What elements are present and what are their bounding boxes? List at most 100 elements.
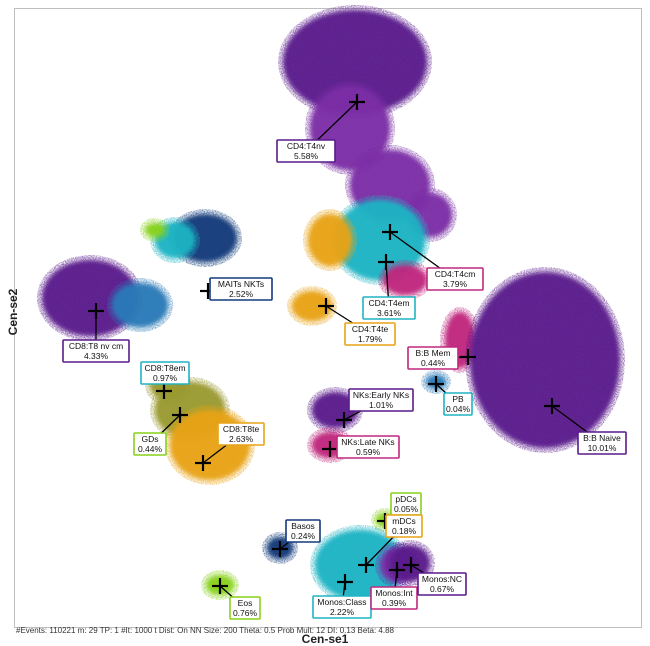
b-b-mem-label-box xyxy=(407,346,459,370)
b-b-naive-label-box xyxy=(577,431,627,455)
b-b-mem-centroid-marker xyxy=(460,349,476,365)
monos-nc-percent: 0.67% xyxy=(430,584,455,594)
cd8-t8-nv-cm-centroid-marker xyxy=(88,303,104,319)
monos-int-percent: 0.39% xyxy=(382,598,407,608)
pdcs-percent: 0.05% xyxy=(394,504,419,514)
cd4-t4em-centroid-marker xyxy=(378,254,394,270)
b-b-naive-name: B:B Naive xyxy=(583,433,621,443)
cd8-t8em-name: CD8:T8em xyxy=(144,363,185,373)
cd4-magenta-tip xyxy=(378,260,432,300)
mdcs-percent: 0.18% xyxy=(392,526,417,536)
monos-int-centroid-marker xyxy=(389,562,405,578)
cd4-naive-blob xyxy=(278,5,432,119)
cd4-t4te-centroid-marker xyxy=(318,298,334,314)
nks-early-nks-name: NKs:Early NKs xyxy=(353,390,409,400)
maits-nkts-name: MAITs NKTs xyxy=(218,279,264,289)
nks-early-nks-centroid-marker xyxy=(336,412,352,428)
mdcs-label-box xyxy=(385,514,423,538)
basos-percent: 0.24% xyxy=(291,531,316,541)
eos-label-box xyxy=(229,596,261,620)
pb-percent: 0.04% xyxy=(446,404,471,414)
mdcs-centroid-marker xyxy=(358,557,374,573)
cd8-t8te-percent: 2.63% xyxy=(229,434,254,444)
b-b-naive-percent: 10.01% xyxy=(588,443,617,453)
monos-nc-name: Monos:NC xyxy=(422,574,462,584)
cd8-t8te-label-box xyxy=(217,422,265,446)
monos-class-percent: 2.22% xyxy=(330,607,355,617)
monos-class-centroid-marker xyxy=(337,574,353,590)
gds-centroid-marker xyxy=(172,407,188,423)
cd4-t4nv-percent: 5.58% xyxy=(294,151,319,161)
pb-label: PB0.04% xyxy=(443,392,473,416)
cd4-t4em-label-box xyxy=(362,296,416,320)
cd4-t4nv-label-box xyxy=(276,139,336,163)
cd4-t4te-name: CD4:T4te xyxy=(352,324,389,334)
basos-label-box xyxy=(285,519,321,543)
cd8-t8em-percent: 0.97% xyxy=(153,373,178,383)
monos-class-name: Monos:Class xyxy=(317,597,366,607)
cd8-teal-tail xyxy=(107,278,173,332)
eos-centroid-marker xyxy=(212,578,228,594)
nks-early-nks-percent: 1.01% xyxy=(369,400,394,410)
eos-percent: 0.76% xyxy=(233,608,258,618)
maits-nkts-percent: 2.52% xyxy=(229,289,254,299)
cd8-t8em-centroid-marker xyxy=(156,383,172,399)
basos-name: Basos xyxy=(291,521,315,531)
b-b-mem-percent: 0.44% xyxy=(421,358,446,368)
cd4-t4nv-name: CD4:T4nv xyxy=(287,141,326,151)
plot-frame xyxy=(14,8,642,628)
x-axis-label: Cen-se1 xyxy=(301,632,349,646)
eos-name: Eos xyxy=(238,598,253,608)
cd4-te-orange xyxy=(303,209,357,271)
cluster-layer xyxy=(37,5,625,605)
cd4-te-small xyxy=(287,286,337,326)
cd8-t8-nv-cm-label: CD8:T8 nv cm4.33% xyxy=(62,339,130,363)
label-layer: CD4:T4nv5.58%CD4:T4cm3.79%CD4:T4em3.61%C… xyxy=(62,139,627,620)
pb-centroid-marker xyxy=(428,376,444,392)
nks-early-nks-label-box xyxy=(348,388,414,412)
monos-nc-label-box xyxy=(417,572,467,596)
cd4-t4te-percent: 1.79% xyxy=(358,334,383,344)
footer-parameters: #Events: 110221 m: 29 TP: 1 #It: 1000 t … xyxy=(16,626,394,635)
cd8-t8te-centroid-marker xyxy=(195,455,211,471)
mait-lime xyxy=(140,218,170,242)
cd4-t4em-percent: 3.61% xyxy=(377,308,402,318)
cd4-t4cm-percent: 3.79% xyxy=(443,279,468,289)
cd4-t4cm-centroid-marker xyxy=(382,224,398,240)
cd8-t8te-name: CD8:T8te xyxy=(223,424,260,434)
b-b-mem-name: B:B Mem xyxy=(416,348,451,358)
cd4-t4em-name: CD4:T4em xyxy=(368,298,409,308)
maits-nkts-label-box xyxy=(209,277,273,301)
cd8-t8-nv-cm-name: CD8:T8 nv cm xyxy=(69,341,123,351)
nks-late-nks-centroid-marker xyxy=(322,441,338,457)
nks-late-nks-percent: 0.59% xyxy=(356,447,381,457)
pdcs-name: pDCs xyxy=(395,494,416,504)
cd8-t8em-label-box xyxy=(140,361,190,385)
cd4-t4nv-centroid-marker xyxy=(349,94,365,110)
monos-int-name: Monos:Int xyxy=(375,588,413,598)
cd4-t4cm-name: CD4:T4cm xyxy=(435,269,476,279)
mdcs-name: mDCs xyxy=(392,516,416,526)
cd8-t8-nv-cm-percent: 4.33% xyxy=(84,351,109,361)
nks-late-nks-label-box xyxy=(336,435,400,459)
monos-nc-label: Monos:NC0.67% xyxy=(417,572,467,596)
pb-label-box xyxy=(443,392,473,416)
